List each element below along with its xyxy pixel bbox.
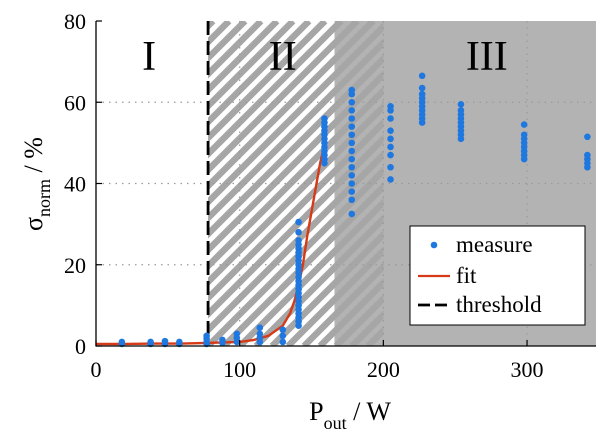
hatch-stroke: [269, 230, 384, 346]
measure-point: [348, 172, 356, 179]
measure-point: [457, 100, 465, 108]
hatch-stroke: [301, 262, 384, 346]
measure-point: [279, 332, 287, 340]
measure-point: [418, 84, 426, 92]
measure-point: [520, 131, 528, 139]
measure-point: [161, 337, 169, 345]
measure-point: [256, 324, 264, 332]
measure-point: [233, 330, 241, 338]
measure-point: [584, 133, 591, 141]
measure-point: [457, 107, 465, 114]
measure-point: [348, 210, 356, 218]
region-label-I: I: [142, 34, 156, 80]
y-axis-title: σnorm / %: [19, 137, 54, 231]
legend: measure fit threshold: [409, 225, 586, 326]
hatch-stroke: [208, 86, 384, 271]
y-tick-label: 60: [64, 90, 86, 115]
hatch-stroke: [317, 278, 384, 346]
axes: [95, 20, 596, 347]
measure-point: [348, 123, 356, 130]
hatch-stroke: [253, 214, 384, 346]
y-tick-label: 20: [64, 253, 86, 278]
measure-point: [387, 143, 394, 151]
hatch-stroke: [208, 21, 360, 175]
y-tick-label: 0: [75, 334, 86, 359]
measure-point: [348, 131, 356, 139]
hatch-stroke: [208, 21, 296, 111]
measure-point: [203, 332, 210, 340]
measure-point: [348, 196, 356, 204]
hatch-stroke: [208, 21, 280, 95]
measure-point: [348, 163, 356, 171]
measure-point: [387, 151, 394, 159]
measure-point: [418, 90, 426, 98]
hatch-stroke: [208, 118, 384, 303]
measure-point: [348, 107, 356, 114]
measure-point: [348, 86, 356, 94]
measure-point: [418, 72, 426, 80]
measure-point: [387, 176, 394, 183]
hatch-stroke: [208, 21, 328, 143]
y-tick-label: 40: [64, 172, 86, 197]
measure-point: [387, 127, 394, 134]
x-axis-title: Pout / W: [309, 397, 391, 433]
x-tick-label: 300: [511, 357, 544, 382]
hatch-stroke: [208, 21, 312, 127]
measure-point: [176, 338, 183, 346]
measure-point: [387, 163, 394, 171]
hatch-stroke: [0, 21, 5, 346]
x-tick-label: 200: [367, 357, 400, 382]
region-labels: I II III: [142, 34, 508, 80]
measure-point: [387, 103, 394, 110]
hatch-stroke: [208, 102, 384, 287]
measure-point: [348, 147, 356, 155]
hatch-stroke: [208, 21, 376, 191]
measure-point: [520, 121, 528, 128]
hatch-stroke: [208, 70, 384, 255]
hatch-stroke: [208, 38, 384, 223]
measure-point: [348, 155, 356, 163]
measure-point: [348, 180, 356, 187]
measure-point: [348, 98, 356, 106]
measure-point: [279, 338, 287, 346]
measure-point: [279, 326, 287, 334]
tick-labels: 0 20 40 60 80 0 100 200 300: [64, 9, 544, 382]
region-label-II: II: [269, 34, 297, 80]
legend-label-fit: fit: [456, 263, 477, 288]
hatch-stroke: [0, 21, 37, 346]
measure-point: [295, 228, 302, 236]
hatch-stroke: [221, 182, 384, 346]
hatch-stroke: [237, 198, 384, 346]
legend-label-measure: measure: [456, 232, 533, 257]
x-tick-label: 100: [223, 357, 256, 382]
region-label-III: III: [466, 34, 508, 80]
hatch-stroke: [285, 246, 384, 346]
measure-point: [348, 115, 356, 122]
measure-point: [295, 237, 302, 244]
hatch-stroke: [208, 134, 384, 319]
measure-point: [348, 188, 356, 195]
measure-point: [321, 115, 328, 122]
hatch-stroke: [208, 21, 344, 159]
hatch-stroke: [208, 166, 384, 346]
measure-point: [584, 151, 591, 159]
x-tick-label: 0: [91, 357, 102, 382]
legend-marker-measure: [430, 241, 438, 249]
measure-point: [387, 115, 394, 122]
measure-point: [118, 338, 126, 346]
measure-point: [147, 338, 154, 346]
measure-points: [118, 72, 591, 348]
legend-label-threshold: threshold: [456, 292, 542, 317]
hatch-stroke: [0, 21, 21, 346]
measure-point: [348, 139, 356, 147]
measure-point: [295, 218, 302, 226]
measure-point: [256, 330, 264, 338]
measure-point: [219, 336, 226, 344]
measure-point: [387, 135, 394, 143]
y-tick-label: 80: [64, 9, 86, 34]
